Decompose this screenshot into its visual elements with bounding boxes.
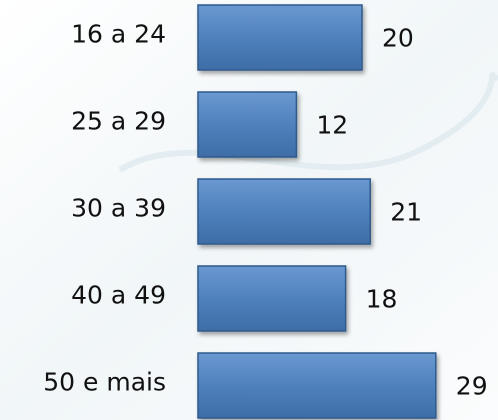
bar bbox=[197, 91, 298, 158]
category-label: 16 a 24 bbox=[71, 20, 166, 49]
bar bbox=[197, 265, 347, 332]
value-label: 20 bbox=[382, 24, 414, 53]
value-label: 21 bbox=[390, 198, 422, 227]
bar bbox=[197, 178, 371, 245]
bar bbox=[197, 352, 437, 419]
value-label: 18 bbox=[366, 285, 398, 314]
category-label: 30 a 39 bbox=[71, 194, 166, 223]
category-label: 50 e mais bbox=[43, 368, 166, 397]
category-label: 25 a 29 bbox=[71, 107, 166, 136]
background-decoration bbox=[118, 71, 498, 173]
category-label: 40 a 49 bbox=[71, 281, 166, 310]
value-label: 12 bbox=[316, 111, 348, 140]
bar bbox=[197, 4, 363, 71]
value-label: 29 bbox=[456, 372, 488, 401]
